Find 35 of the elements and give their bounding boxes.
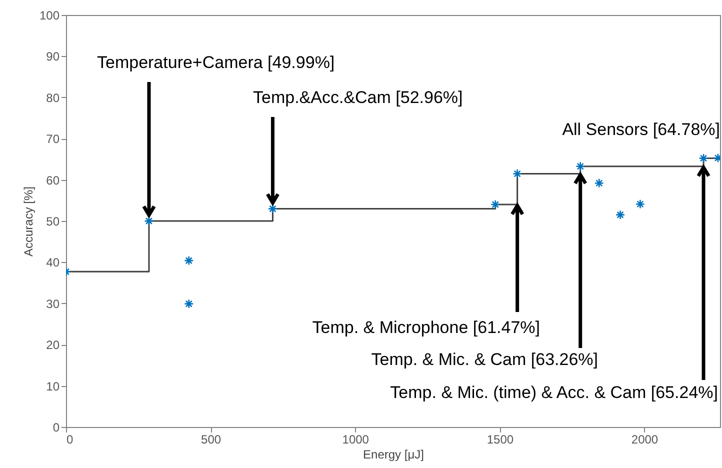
annotation: Temperature+Camera [49.99%]: [97, 53, 335, 72]
y-tick-label: 30: [46, 296, 60, 311]
y-tick-label: 90: [46, 50, 60, 64]
x-axis-title: Energy [μJ]: [363, 448, 424, 462]
annotation: Temp. & Mic. (time) & Acc. & Cam [65.24%]: [390, 383, 718, 402]
x-tick-label: 500: [201, 432, 222, 446]
x-tick-label: 2000: [631, 432, 658, 446]
y-tick-label: 60: [46, 173, 60, 188]
point: [576, 162, 586, 172]
point: [490, 200, 500, 210]
y-tick-label: 80: [46, 90, 60, 105]
x-tick-label: 0: [66, 432, 74, 446]
y-tick-label: 40: [46, 256, 60, 270]
y-tick-label: 20: [46, 338, 60, 352]
annotation: Temp. & Mic. & Cam [63.26%]: [371, 350, 598, 369]
y-tick-label: 10: [46, 379, 60, 394]
point: [268, 204, 278, 214]
x-tick-label: 1000: [342, 432, 370, 446]
x-tick-label: 1500: [486, 432, 514, 446]
point: [594, 178, 604, 188]
point: [512, 168, 522, 179]
y-tick-label: 0: [52, 420, 60, 434]
y-tick-label: 100: [39, 8, 60, 22]
point: [144, 216, 154, 226]
annotation: Temp. & Microphone [61.47%]: [312, 318, 540, 337]
y-tick-label: 70: [46, 132, 60, 146]
point: [615, 210, 626, 220]
point: [635, 199, 646, 209]
y-axis-title: Accuracy [%]: [21, 186, 36, 257]
y-tick-label: 50: [46, 214, 60, 228]
point: [184, 298, 194, 309]
annotation: All Sensors [64.78%]: [562, 120, 720, 139]
point: [184, 256, 194, 266]
annotation: Temp.&Acc.&Cam [52.96%]: [253, 88, 463, 107]
point: [698, 153, 708, 164]
